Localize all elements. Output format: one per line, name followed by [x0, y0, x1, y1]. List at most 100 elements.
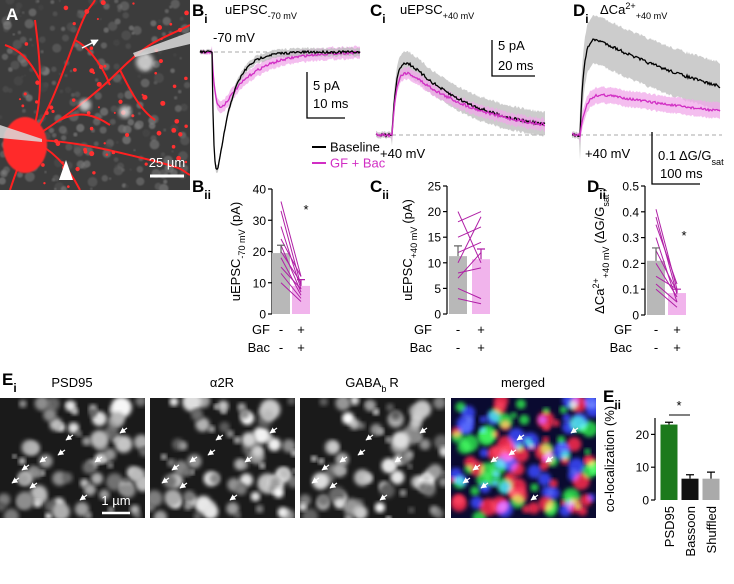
x-tick-label: Shuffled — [704, 506, 719, 553]
x-tick-label: PSD95 — [662, 506, 677, 547]
puncta — [567, 469, 580, 482]
pipette — [133, 32, 190, 57]
texture — [154, 182, 162, 190]
y-tick-label: 5 — [434, 282, 441, 296]
puncta — [377, 428, 385, 435]
spine — [63, 5, 69, 11]
spine — [24, 42, 29, 46]
bar — [472, 259, 490, 314]
texture — [48, 127, 55, 134]
arrow — [94, 456, 103, 463]
puncta — [195, 417, 210, 432]
error-bar — [665, 421, 673, 425]
arrow — [79, 494, 88, 501]
arrow — [119, 427, 128, 434]
condition-mark: - — [456, 322, 460, 337]
spine — [184, 76, 188, 81]
puncta — [45, 512, 53, 518]
texture — [110, 105, 118, 113]
puncta — [341, 412, 355, 425]
paired-line — [280, 245, 302, 293]
puncta — [135, 398, 145, 407]
panel-label: A — [6, 5, 18, 24]
texture — [114, 164, 118, 168]
paired-line — [457, 287, 482, 300]
trace — [571, 93, 721, 138]
puncta — [0, 502, 6, 512]
puncta — [91, 472, 104, 485]
puncta — [399, 489, 407, 497]
puncta — [464, 463, 475, 474]
spine — [23, 92, 27, 96]
spine — [75, 166, 80, 172]
error-bar — [477, 248, 485, 260]
puncta — [422, 474, 431, 483]
spine — [113, 111, 116, 114]
panel-title: ΔCa2++40 mV — [600, 1, 668, 21]
puncta — [390, 410, 401, 420]
texture — [58, 0, 61, 2]
texture — [92, 117, 101, 126]
puncta — [287, 398, 295, 405]
arrow — [530, 494, 539, 501]
arrow — [490, 456, 499, 463]
panel-title: uEPSC+40 mV — [400, 2, 475, 21]
arrow — [57, 449, 66, 456]
texture — [180, 135, 190, 146]
condition-label: GF — [252, 322, 270, 337]
panel-label-part: D — [573, 1, 585, 20]
puncta — [16, 491, 35, 510]
spine — [105, 153, 109, 156]
texture — [161, 32, 167, 37]
y-axis-label: co-localization (%) — [602, 406, 617, 512]
spine — [154, 71, 158, 75]
arrow — [394, 456, 403, 463]
micrograph-e — [451, 398, 596, 518]
spine — [156, 130, 162, 136]
texture — [171, 150, 174, 153]
texture — [93, 141, 99, 147]
panel-label-part: i — [585, 12, 588, 26]
y-axis-label-part: (pA) — [228, 202, 243, 227]
bar — [702, 478, 720, 500]
arrow — [229, 494, 238, 501]
puncta — [83, 483, 96, 496]
image-title-part: α2R — [210, 375, 234, 390]
texture — [12, 33, 15, 36]
puncta — [527, 502, 540, 515]
puncta — [374, 502, 386, 513]
puncta — [405, 450, 414, 459]
texture — [114, 18, 121, 25]
puncta — [433, 434, 445, 450]
texture — [51, 80, 57, 86]
puncta — [278, 467, 291, 480]
image-title-part: merged — [501, 375, 545, 390]
scale-label: 5 pA — [313, 78, 340, 93]
error-bar — [454, 245, 462, 257]
spine — [178, 132, 183, 137]
texture — [25, 94, 33, 102]
arrow — [311, 477, 320, 484]
puncta — [104, 448, 117, 461]
dendrite — [4, 44, 41, 81]
puncta — [470, 486, 480, 496]
spine — [96, 17, 99, 21]
scale-label: 100 ms — [660, 166, 703, 181]
puncta — [319, 398, 328, 406]
dendrite — [74, 39, 111, 86]
puncta — [302, 508, 319, 518]
texture — [137, 112, 141, 115]
texture — [29, 38, 33, 42]
spine — [49, 105, 54, 110]
image-title-part: b — [381, 384, 386, 394]
y-tick-label: 0 — [434, 308, 441, 322]
puncta — [407, 464, 413, 469]
puncta — [584, 448, 591, 455]
puncta — [233, 436, 242, 444]
spine — [89, 126, 94, 131]
paired-line — [655, 288, 678, 308]
puncta — [291, 449, 295, 457]
puncta — [17, 473, 30, 485]
puncta — [544, 505, 557, 517]
paired-line — [457, 226, 482, 238]
